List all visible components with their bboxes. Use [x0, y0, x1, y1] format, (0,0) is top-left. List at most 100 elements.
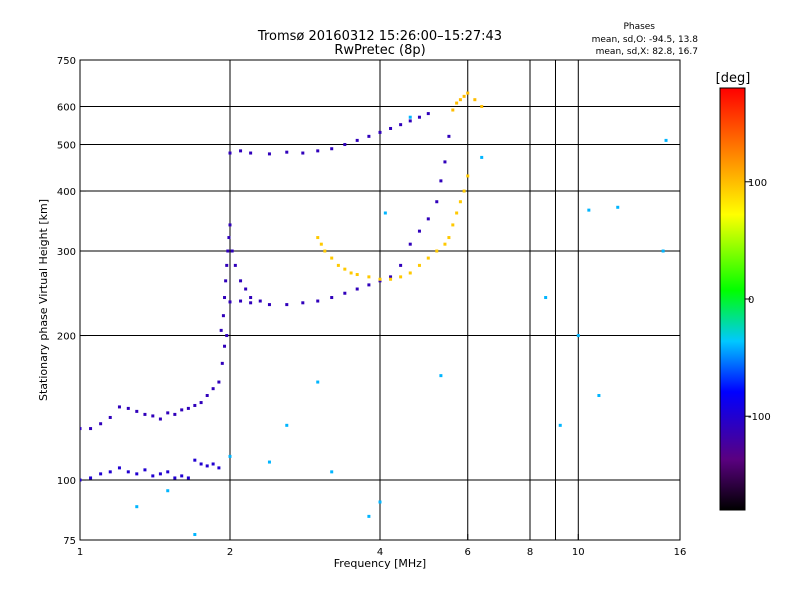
echo-point — [217, 466, 221, 470]
echo-point — [558, 423, 562, 427]
echo-point — [205, 464, 209, 468]
echo-point — [80, 427, 82, 431]
y-axis-ticks: 75 100 200 300 400 500 600 750 — [57, 56, 86, 547]
echo-point — [158, 472, 162, 476]
phase-x-stats: mean, sd,X: 82.8, 16.7 — [596, 47, 698, 57]
echo-point — [462, 189, 466, 193]
echo-point — [151, 474, 155, 478]
echo-point — [239, 279, 243, 283]
echo-point — [205, 394, 209, 398]
echo-point — [249, 296, 253, 300]
echo-point — [221, 314, 225, 318]
echo-point — [426, 256, 430, 260]
echo-point — [443, 242, 447, 246]
echo-point — [480, 155, 484, 159]
echo-point — [89, 476, 93, 480]
echo-point — [227, 236, 231, 240]
echo-point — [597, 394, 601, 398]
echo-point — [228, 223, 232, 227]
echo-point — [378, 130, 382, 134]
echo-point — [664, 138, 668, 142]
echo-point — [166, 489, 170, 493]
echo-point — [330, 296, 334, 300]
echo-point — [330, 470, 334, 474]
phase-o-stats: mean, sd,O: -94.5, 13.8 — [592, 35, 699, 45]
y-tick-label: 75 — [63, 536, 76, 547]
echo-point — [355, 138, 359, 142]
echo-point — [135, 472, 139, 476]
echo-point — [389, 277, 393, 281]
echo-point — [544, 296, 548, 300]
echo-point — [316, 299, 320, 303]
echo-point — [399, 123, 403, 127]
echo-point — [616, 205, 620, 209]
echo-point — [451, 108, 455, 112]
echo-point — [99, 422, 103, 426]
echo-point — [193, 533, 197, 537]
echo-point — [480, 105, 484, 109]
phases-heading: Phases — [623, 22, 655, 32]
x-tick-label: 6 — [465, 547, 471, 558]
echo-point — [108, 470, 112, 474]
echo-point — [355, 287, 359, 291]
echo-point — [258, 299, 262, 303]
echo-point — [378, 279, 382, 283]
echo-point — [199, 401, 203, 405]
echo-point — [117, 466, 121, 470]
echo-point — [193, 458, 197, 462]
colorbar-tick-label: -100 — [748, 412, 771, 423]
x-tick-label: 4 — [377, 547, 383, 558]
echo-point — [180, 408, 184, 412]
echo-point — [319, 242, 323, 246]
echo-point — [367, 134, 371, 138]
echo-point — [173, 476, 177, 480]
colorbar-tick-label: 0 — [748, 295, 754, 306]
echo-point — [186, 406, 190, 410]
echo-point — [408, 271, 412, 275]
y-tick-label: 300 — [57, 247, 76, 258]
echo-point — [166, 411, 170, 415]
echo-point — [230, 249, 234, 253]
echo-point — [301, 151, 305, 155]
y-tick-label: 750 — [57, 56, 76, 67]
echo-point — [135, 409, 139, 413]
colorbar-unit-label: [deg] — [716, 71, 751, 86]
echo-point — [330, 147, 334, 151]
echo-point — [226, 249, 230, 253]
echo-point — [383, 211, 387, 215]
echo-point — [443, 160, 447, 164]
echo-point — [211, 462, 215, 466]
echo-point — [587, 208, 591, 212]
echo-point — [367, 283, 371, 287]
echo-point — [285, 303, 289, 307]
echo-point — [180, 474, 184, 478]
echo-point — [417, 263, 421, 267]
echo-point — [239, 299, 243, 303]
y-tick-label: 600 — [57, 103, 76, 114]
echo-point — [249, 301, 253, 305]
echo-point — [435, 249, 439, 253]
echo-point — [336, 263, 340, 267]
echo-point — [367, 514, 371, 518]
echo-point — [408, 115, 412, 119]
echo-point — [158, 417, 162, 421]
echo-point — [408, 242, 412, 246]
echo-point — [439, 374, 443, 378]
echo-point — [417, 229, 421, 233]
echo-point — [316, 380, 320, 384]
echo-point — [473, 98, 477, 102]
echo-point — [267, 460, 271, 464]
echo-point — [399, 263, 403, 267]
y-tick-label: 400 — [57, 187, 76, 198]
echo-point — [80, 478, 82, 482]
y-tick-label: 200 — [57, 332, 76, 343]
echo-point — [244, 287, 248, 291]
echo-point — [285, 423, 289, 427]
echo-point — [186, 476, 190, 480]
echo-point — [267, 303, 271, 307]
echo-point — [224, 279, 228, 283]
echo-point — [367, 275, 371, 279]
echo-point — [458, 200, 462, 204]
echo-points — [80, 91, 668, 537]
echo-point — [316, 236, 320, 240]
